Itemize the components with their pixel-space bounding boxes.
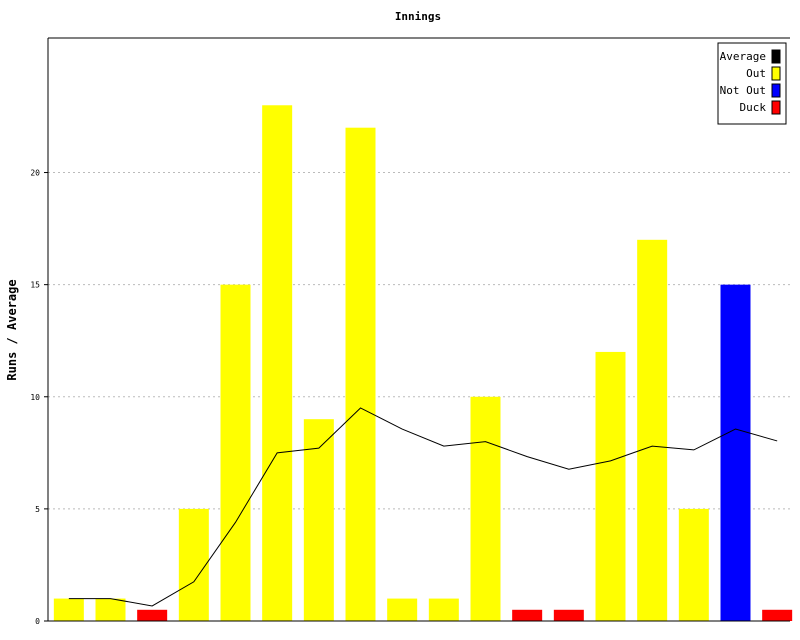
- average-polyline: [68, 407, 778, 607]
- bar-out: [387, 598, 418, 621]
- bar-duck: [137, 609, 168, 621]
- y-tick-label: 10: [30, 393, 40, 402]
- chart-title: Innings: [395, 10, 441, 23]
- legend-label: Not Out: [720, 84, 766, 97]
- average-line: [68, 407, 778, 607]
- legend-label: Average: [720, 50, 766, 63]
- bar-out: [637, 239, 668, 622]
- legend-swatch: [771, 83, 781, 98]
- legend-swatch: [771, 49, 781, 64]
- legend: Average Out Not Out Duck: [717, 42, 787, 125]
- bar-duck: [512, 609, 543, 621]
- y-tick-label: 20: [30, 169, 40, 178]
- y-tick-label: 0: [35, 617, 40, 626]
- bars: [53, 105, 793, 622]
- bar-not-out: [720, 284, 751, 621]
- legend-label: Out: [746, 67, 766, 80]
- bar-out: [595, 351, 626, 621]
- bar-out: [178, 508, 209, 621]
- legend-swatch: [771, 100, 781, 115]
- bar-duck: [762, 609, 793, 621]
- bar-out: [95, 598, 126, 621]
- bar-out: [220, 284, 251, 621]
- y-tick-label: 15: [30, 281, 40, 290]
- gridlines: [48, 172, 790, 510]
- bar-duck: [553, 609, 584, 621]
- bar-out: [470, 396, 501, 621]
- bar-out: [303, 419, 334, 621]
- bar-out: [345, 127, 376, 621]
- legend-label: Duck: [740, 101, 767, 114]
- y-tick-label: 5: [35, 505, 40, 514]
- y-axis-label: Runs / Average: [5, 279, 19, 380]
- bar-out: [53, 598, 84, 621]
- bar-out: [428, 598, 459, 621]
- legend-swatch: [771, 66, 781, 81]
- bar-out: [678, 508, 709, 621]
- y-ticks: 0 5 10 15 20: [30, 169, 48, 626]
- axes: [47, 37, 790, 622]
- bar-out: [262, 105, 293, 622]
